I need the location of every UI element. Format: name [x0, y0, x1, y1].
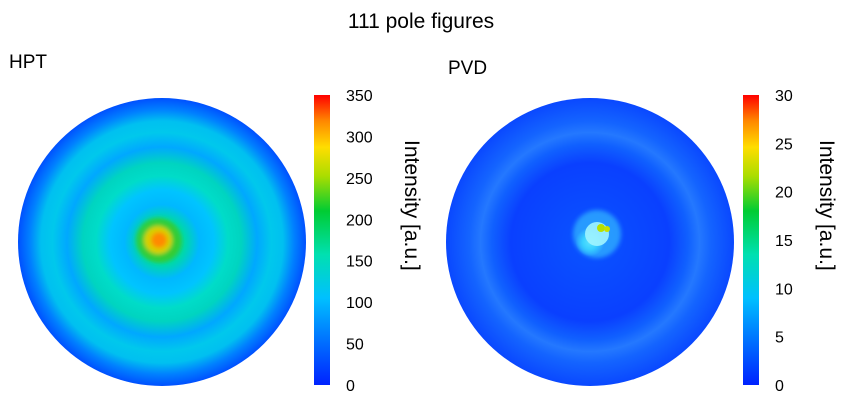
- hpt-colorbar-tick-label: 100: [346, 295, 373, 312]
- hpt-colorbar-label: Intensity [a.u.]: [400, 140, 423, 271]
- hpt-colorbar-gradient: [314, 95, 330, 385]
- hpt-colorbar-tick-label: 200: [346, 212, 373, 229]
- hpt-colorbar-ticks: 0 50 100 150 200 250 300 350: [346, 88, 373, 393]
- pvd-pole-figure: [446, 98, 734, 386]
- hpt-colorbar-tick-label: 250: [346, 171, 373, 188]
- hpt-center-peak: [136, 218, 180, 262]
- pvd-colorbar-tick-label: 10: [775, 281, 793, 298]
- panel-label-pvd: PVD: [448, 58, 488, 79]
- pvd-colorbar: 0 5 10 15 20 25 30 Intensity [a.u.]: [743, 88, 838, 393]
- pvd-center-peak: [573, 210, 621, 258]
- hpt-colorbar-tick-label: 50: [346, 337, 364, 354]
- pvd-colorbar-tick-label: 0: [775, 378, 784, 393]
- hpt-pole-figure: [18, 98, 306, 386]
- hpt-colorbar-tick-label: 0: [346, 378, 355, 393]
- pvd-colorbar-tick-label: 30: [775, 88, 793, 105]
- hpt-colorbar-tick-label: 350: [346, 88, 373, 105]
- pvd-colorbar-ticks: 0 5 10 15 20 25 30: [775, 88, 793, 393]
- pvd-colorbar-tick-label: 20: [775, 185, 793, 202]
- hpt-colorbar: 0 50 100 150 200 250 300 350 Intensity [a.u.]: [314, 88, 423, 393]
- hpt-colorbar-tick-label: 150: [346, 254, 373, 271]
- chart-title: 111 pole figures: [347, 10, 495, 33]
- hpt-colorbar-tick-label: 300: [346, 129, 373, 146]
- panel-label-hpt: HPT: [9, 52, 47, 73]
- pvd-colorbar-gradient: [743, 95, 759, 385]
- pvd-colorbar-tick-label: 15: [775, 233, 793, 250]
- pvd-colorbar-tick-label: 5: [775, 330, 784, 347]
- pvd-colorbar-label: Intensity [a.u.]: [815, 140, 838, 271]
- pvd-colorbar-tick-label: 25: [775, 136, 793, 153]
